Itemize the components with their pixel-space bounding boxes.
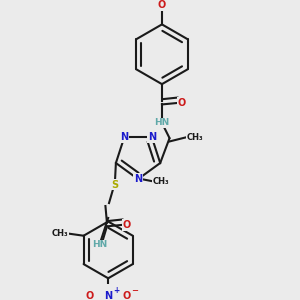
Text: HN: HN — [154, 118, 170, 127]
Text: CH₃: CH₃ — [153, 177, 170, 186]
Text: CH₃: CH₃ — [51, 229, 68, 238]
Text: N: N — [134, 174, 142, 184]
Text: N: N — [104, 291, 112, 300]
Text: N: N — [148, 132, 156, 142]
Text: CH₃: CH₃ — [187, 133, 203, 142]
Text: O: O — [178, 98, 186, 108]
Text: O: O — [158, 0, 166, 10]
Text: O: O — [123, 291, 131, 300]
Text: −: − — [132, 286, 139, 295]
Text: N: N — [120, 132, 128, 142]
Text: +: + — [113, 286, 120, 295]
Text: O: O — [123, 220, 131, 230]
Text: S: S — [111, 179, 118, 190]
Text: HN: HN — [92, 240, 107, 249]
Text: O: O — [85, 291, 94, 300]
